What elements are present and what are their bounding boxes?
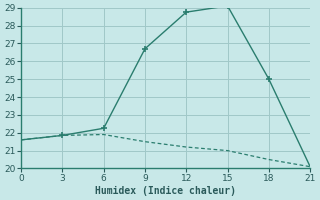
X-axis label: Humidex (Indice chaleur): Humidex (Indice chaleur): [95, 186, 236, 196]
